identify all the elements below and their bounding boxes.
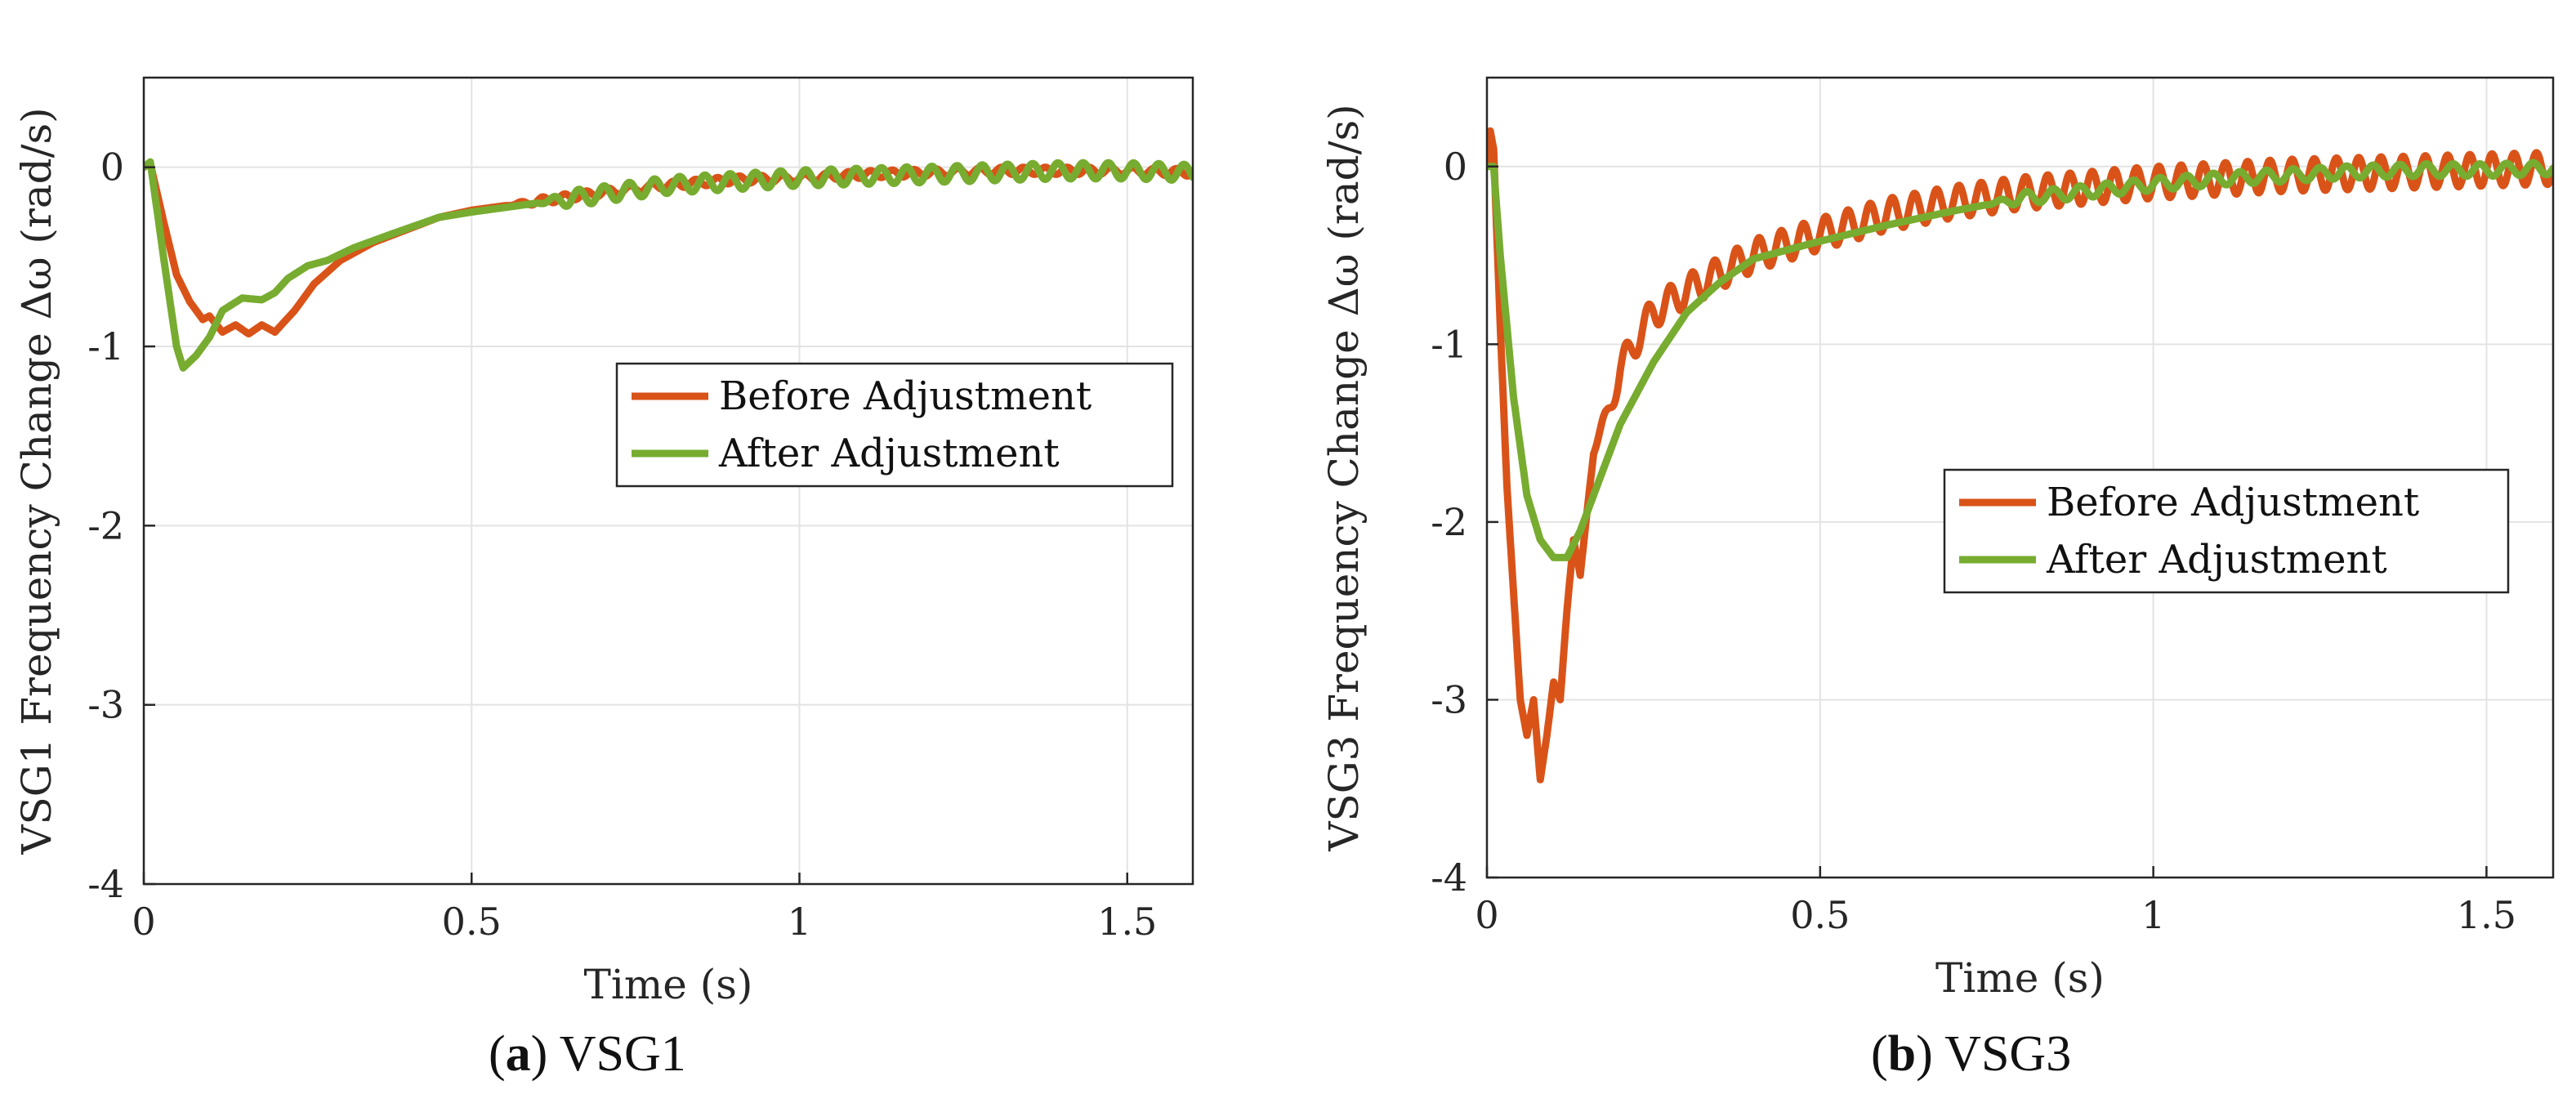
legend-label-after: After Adjustment xyxy=(2046,537,2387,583)
legend-label-before: Before Adjustment xyxy=(719,373,1092,419)
legend-label-before: Before Adjustment xyxy=(2047,480,2419,525)
y-axis-label: VSG1 Frequency Change Δω (rad/s) xyxy=(13,107,60,855)
chart-panel-b: 0 0.5 1 1.5 0 -1 -2 -3 -4 Time (s) VSG3 Frequency … xyxy=(1307,0,2576,1112)
x-tick-label: 0.5 xyxy=(1790,893,1850,937)
y-tick-label: 0 xyxy=(1444,145,1467,189)
y-tick-label: -4 xyxy=(1431,855,1467,900)
x-tick-label: 0 xyxy=(1475,893,1498,937)
legend-box xyxy=(1943,468,2510,594)
caption-a-text: VSG1 xyxy=(559,1026,686,1082)
y-axis-label: VSG3 Frequency Change Δω (rad/s) xyxy=(1320,104,1368,851)
x-tick-label: 1.5 xyxy=(1097,900,1157,944)
x-tick-label: 0.5 xyxy=(442,900,502,944)
legend-label-after: After Adjustment xyxy=(718,431,1060,476)
y-tick-label: -3 xyxy=(1431,677,1467,721)
series-line-after xyxy=(1487,159,2553,561)
x-axis-label: Time (s) xyxy=(584,961,753,1008)
y-tick-label: -3 xyxy=(87,683,124,727)
chart-a-svg: 0 0.5 1 1.5 0 -1 -2 -3 -4 Time (s) VSG1 Frequency … xyxy=(13,76,1194,1008)
chart-panel-a: 0 0.5 1 1.5 0 -1 -2 -3 -4 Time (s) VSG1 Frequency … xyxy=(0,0,1258,1112)
caption-a-letter: a xyxy=(505,1026,531,1082)
axes-box xyxy=(142,76,1194,886)
x-tick-label: 0 xyxy=(132,900,155,944)
y-tick-label: -2 xyxy=(87,503,124,547)
y-tick-label: -2 xyxy=(1431,500,1467,544)
x-axis-label: Time (s) xyxy=(1935,954,2105,1002)
y-tick-label: -1 xyxy=(87,324,124,368)
chart-b-svg: 0 0.5 1 1.5 0 -1 -2 -3 -4 Time (s) VSG3 Frequency … xyxy=(1320,76,2555,1002)
x-tick-label: 1.5 xyxy=(2457,893,2516,937)
x-tick-label: 1 xyxy=(2141,893,2165,937)
caption-b: (b) VSG3 xyxy=(1871,1026,2072,1082)
caption-a: (a) VSG1 xyxy=(489,1026,686,1082)
axes-box xyxy=(1485,76,2555,879)
legend-box xyxy=(615,362,1174,488)
x-tick-label: 1 xyxy=(788,900,811,944)
series-line-after xyxy=(144,158,1193,372)
y-tick-label: -4 xyxy=(87,862,124,906)
y-tick-label: -1 xyxy=(1431,322,1467,366)
series-line-before xyxy=(144,159,1193,338)
caption-b-letter: b xyxy=(1887,1026,1917,1082)
caption-b-text: VSG3 xyxy=(1944,1026,2072,1082)
y-tick-label: 0 xyxy=(100,145,124,190)
